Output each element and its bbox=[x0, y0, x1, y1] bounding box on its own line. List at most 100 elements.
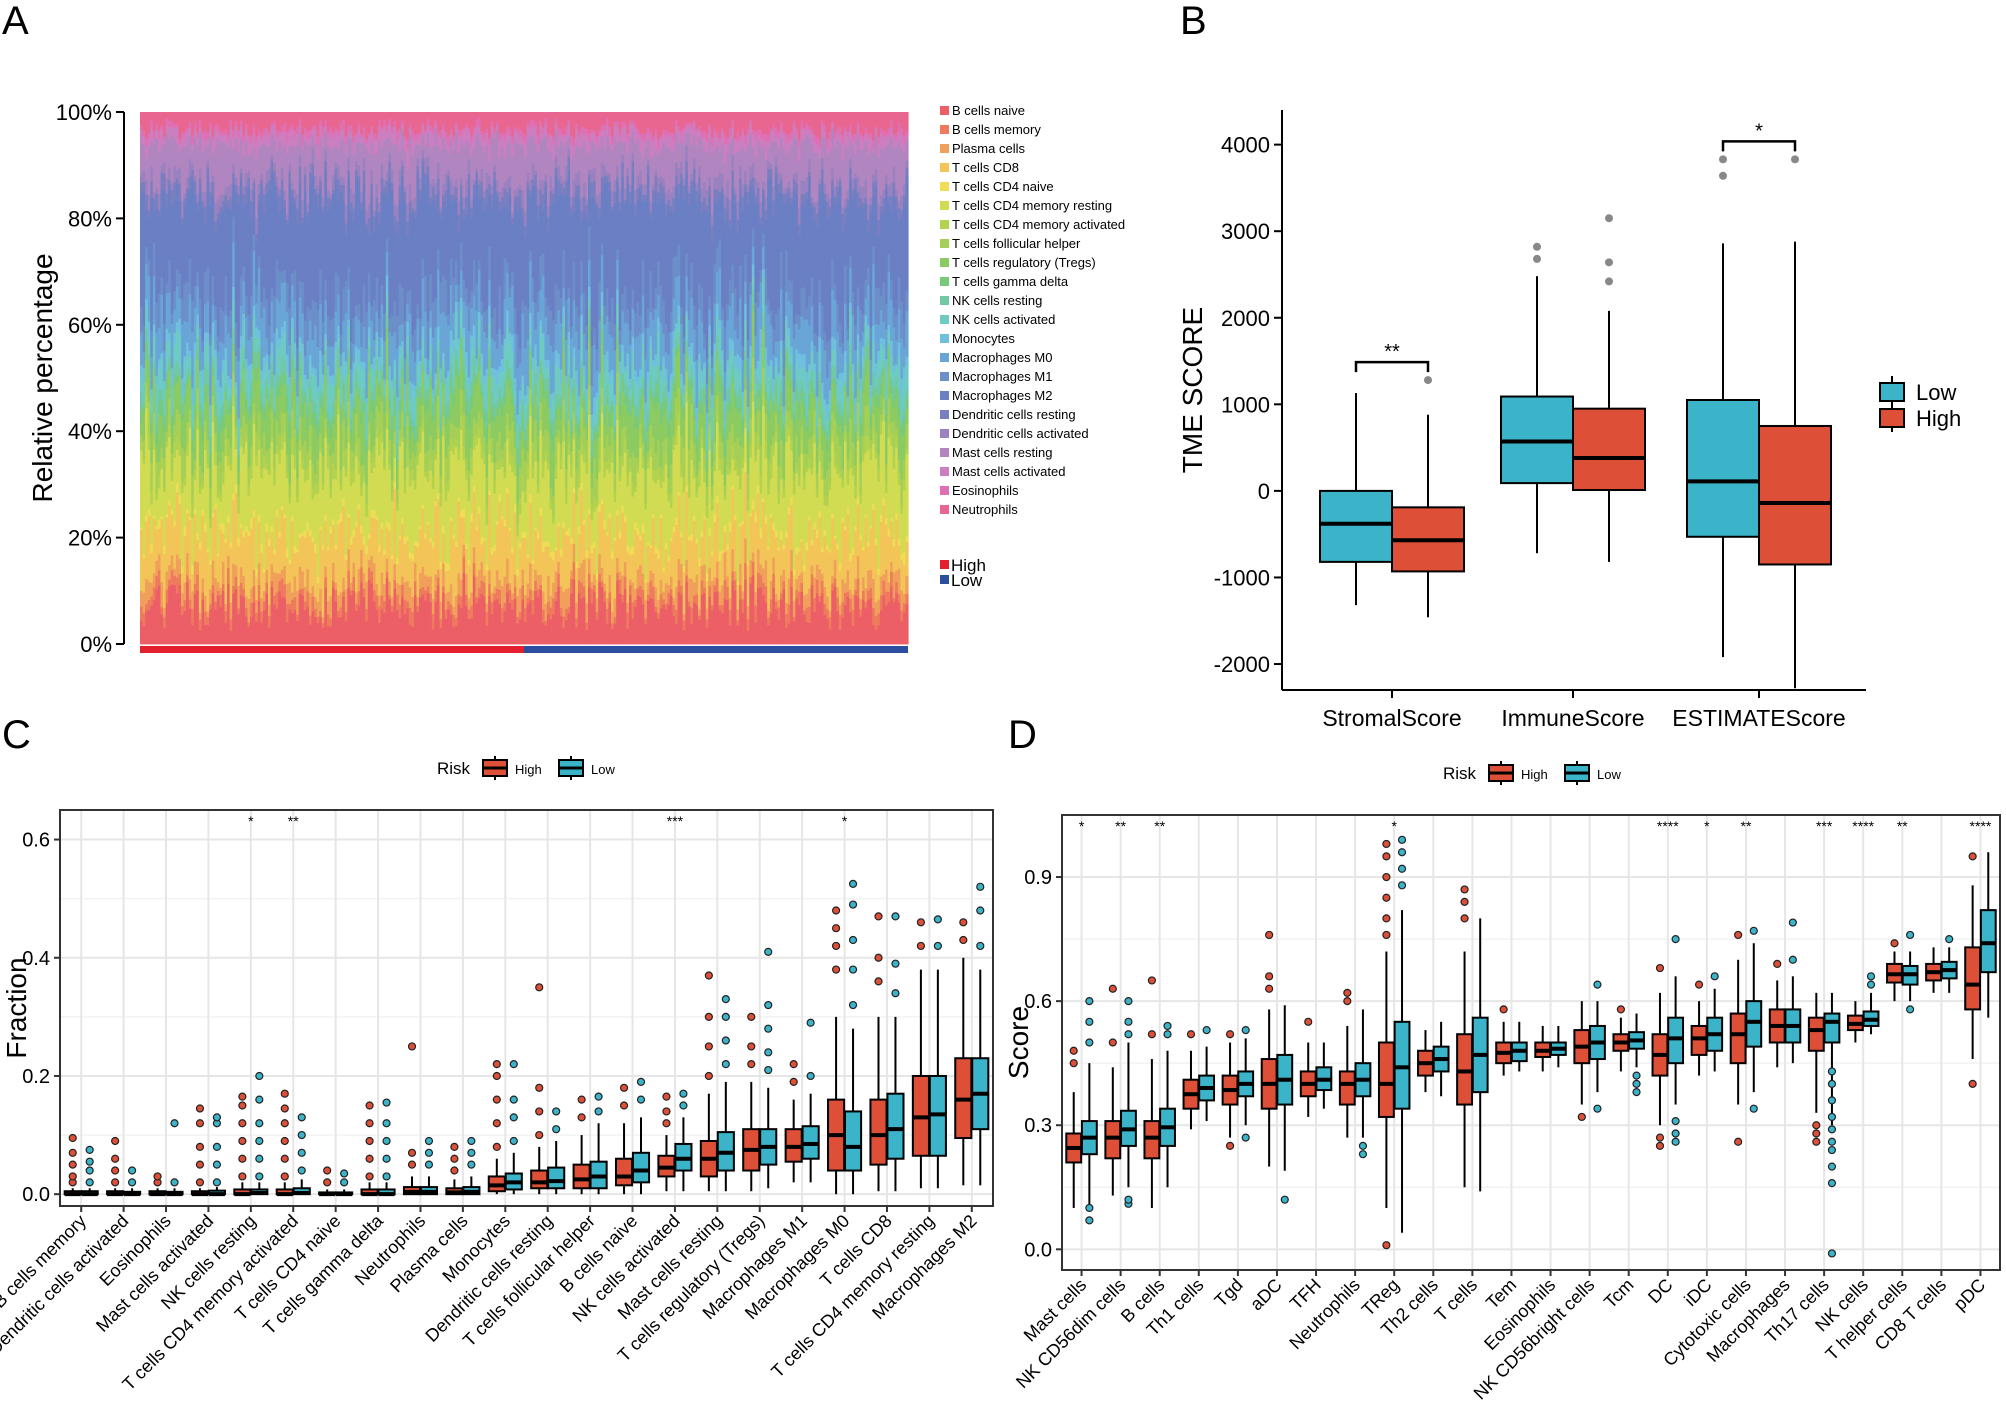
a-bar-segment-mast-cells-activated bbox=[206, 138, 210, 146]
a-bar-segment-macrophages-m0 bbox=[628, 344, 633, 379]
a-bar-segment-t-cells-cd4-naive bbox=[675, 517, 679, 525]
a-bar-segment-dendritic-cells-resting bbox=[298, 166, 302, 183]
a-bar-segment-mast-cells-resting bbox=[291, 145, 295, 184]
a-bar-segment-neutrophils bbox=[283, 112, 287, 123]
a-bar-segment-t-cells-cd4-memory-activated bbox=[180, 481, 185, 494]
a-bar-segment-nk-cells-activated bbox=[183, 361, 187, 384]
a-bar-segment-monocytes bbox=[339, 365, 343, 374]
a-bar-segment-plasma-cells bbox=[449, 584, 453, 605]
a-bar-segment-plasma-cells bbox=[178, 558, 182, 574]
a-bar-segment-b-cells-naive bbox=[572, 579, 576, 645]
a-bar-segment-plasma-cells bbox=[644, 599, 648, 619]
a-bar-segment-nk-cells-activated bbox=[308, 363, 313, 377]
a-bar-segment-mast-cells-activated bbox=[257, 135, 261, 148]
a-bar-segment-macrophages-m0 bbox=[406, 303, 410, 322]
a-bar-segment-t-cells-cd4-memory-activated bbox=[575, 488, 579, 504]
a-bar-segment-nk-cells-activated bbox=[180, 393, 185, 404]
a-bar-segment-t-cells-cd4-naive bbox=[547, 541, 551, 547]
a-bar-segment-t-cells-follicular-helper bbox=[347, 400, 351, 427]
a-bar-segment-macrophages-m0 bbox=[278, 301, 282, 339]
a-bar-segment-plasma-cells bbox=[467, 598, 471, 610]
a-bar-segment-t-cells-regulatory-tregs bbox=[234, 414, 238, 428]
a-bar-segment-b-cells-memory bbox=[301, 588, 305, 596]
a-bar-segment-t-cells-follicular-helper bbox=[536, 460, 540, 487]
a-bar-segment-mast-cells-resting bbox=[449, 139, 453, 180]
a-bar-segment-mast-cells-activated bbox=[408, 127, 412, 135]
a-bar-segment-t-cells-cd4-memory-activated bbox=[490, 455, 494, 463]
a-bar-segment-dendritic-cells-activated bbox=[291, 182, 295, 191]
a-bar-segment-mast-cells-resting bbox=[324, 130, 328, 151]
a-bar-segment-b-cells-memory bbox=[644, 618, 648, 624]
a-bar-segment-t-cells-follicular-helper bbox=[308, 424, 313, 447]
a-bar-segment-macrophages-m0 bbox=[613, 350, 617, 395]
a-bar-segment-mast-cells-resting bbox=[513, 138, 517, 191]
a-bar-segment-t-cells-cd4-naive bbox=[303, 530, 307, 538]
a-bar-segment-mast-cells-activated bbox=[239, 125, 243, 141]
a-bar-segment-t-cells-gamma-delta bbox=[413, 438, 418, 443]
a-bar-segment-t-cells-follicular-helper bbox=[669, 464, 674, 493]
a-bar-segment-mast-cells-activated bbox=[552, 143, 556, 161]
a-bar-segment-macrophages-m2 bbox=[262, 212, 267, 288]
a-bar-segment-macrophages-m0 bbox=[447, 324, 451, 372]
a-bar-segment-macrophages-m0 bbox=[314, 324, 318, 369]
a-bar-segment-b-cells-memory bbox=[316, 616, 320, 623]
a-bar-segment-t-cells-cd4-memory-activated bbox=[508, 451, 512, 465]
a-bar-segment-dendritic-cells-activated bbox=[142, 170, 146, 183]
a-bar-segment-t-cells-cd4-naive bbox=[273, 548, 277, 555]
a-bar-segment-macrophages-m0 bbox=[485, 337, 489, 369]
a-bar-segment-macrophages-m0 bbox=[700, 322, 704, 371]
a-bar-segment-dendritic-cells-activated bbox=[580, 197, 584, 211]
a-bar-segment-mast-cells-activated bbox=[557, 135, 561, 148]
a-bar-segment-b-cells-naive bbox=[475, 603, 479, 645]
a-bar-segment-dendritic-cells-activated bbox=[531, 162, 535, 180]
a-bar-segment-dendritic-cells-resting bbox=[216, 212, 220, 221]
a-bar-segment-t-cells-regulatory-tregs bbox=[677, 350, 681, 389]
a-bar-segment-nk-cells-activated bbox=[260, 380, 264, 390]
a-bar-segment-dendritic-cells-activated bbox=[687, 184, 691, 194]
a-bar-segment-t-cells-cd4-naive bbox=[211, 512, 215, 517]
a-bar-segment-t-cells-cd4-naive bbox=[424, 533, 428, 539]
a-bar-segment-eosinophils bbox=[339, 121, 343, 131]
a-bar-segment-neutrophils bbox=[365, 112, 369, 140]
a-bar-segment-dendritic-cells-resting bbox=[605, 175, 610, 182]
a-bar-segment-dendritic-cells-activated bbox=[378, 202, 382, 213]
a-bar-segment-t-cells-gamma-delta bbox=[685, 351, 689, 358]
a-bar-segment-t-cells-regulatory-tregs bbox=[296, 441, 300, 479]
a-bar-segment-macrophages-m0 bbox=[385, 251, 389, 276]
a-bar-segment-t-cells-gamma-delta bbox=[362, 402, 366, 413]
a-bar-segment-mast-cells-activated bbox=[178, 143, 182, 153]
a-bar-segment-t-cells-cd4-memory-activated bbox=[572, 433, 576, 440]
a-bar-segment-dendritic-cells-resting bbox=[611, 206, 615, 212]
a-bar-segment-b-cells-naive bbox=[472, 575, 476, 645]
a-bar-segment-b-cells-memory bbox=[646, 594, 651, 601]
a-bar-segment-nk-cells-activated bbox=[485, 377, 489, 411]
a-bar-segment-macrophages-m0 bbox=[603, 323, 607, 355]
a-bar-segment-mast-cells-activated bbox=[662, 134, 666, 143]
a-bar-segment-b-cells-naive bbox=[541, 622, 546, 645]
a-bar-segment-macrophages-m2 bbox=[293, 202, 297, 271]
a-bar-segment-neutrophils bbox=[716, 112, 720, 132]
a-bar-segment-nk-cells-activated bbox=[298, 340, 302, 352]
a-bar-segment-dendritic-cells-resting bbox=[355, 170, 359, 176]
a-bar-segment-macrophages-m2 bbox=[439, 218, 443, 283]
a-bar-segment-nk-cells-resting bbox=[480, 384, 484, 393]
a-bar-segment-mast-cells-resting bbox=[416, 144, 420, 159]
a-bar-segment-t-cells-cd4-memory-activated bbox=[237, 496, 241, 514]
a-bar-segment-b-cells-naive bbox=[255, 621, 259, 645]
a-bar-segment-t-cells-cd8 bbox=[193, 513, 197, 562]
a-bar-segment-t-cells-cd4-memory-resting bbox=[529, 415, 533, 495]
a-bar-segment-plasma-cells bbox=[257, 563, 261, 586]
a-bar-segment-dendritic-cells-activated bbox=[559, 175, 563, 184]
a-bar-segment-mast-cells-resting bbox=[303, 141, 307, 167]
a-bar-segment-t-cells-gamma-delta bbox=[224, 391, 228, 400]
a-bar-segment-nk-cells-resting bbox=[147, 353, 151, 362]
a-bar-segment-dendritic-cells-activated bbox=[306, 204, 310, 213]
a-bar-segment-nk-cells-activated bbox=[411, 388, 415, 419]
a-bar-segment-t-cells-regulatory-tregs bbox=[157, 413, 162, 463]
a-bar-segment-mast-cells-activated bbox=[339, 130, 343, 142]
a-bar-segment-t-cells-cd4-naive bbox=[311, 536, 315, 543]
a-bar-segment-b-cells-memory bbox=[273, 595, 277, 605]
a-bar-segment-t-cells-cd8 bbox=[429, 541, 433, 577]
a-bar-segment-neutrophils bbox=[570, 112, 574, 136]
a-bar-segment-macrophages-m0 bbox=[654, 308, 658, 355]
